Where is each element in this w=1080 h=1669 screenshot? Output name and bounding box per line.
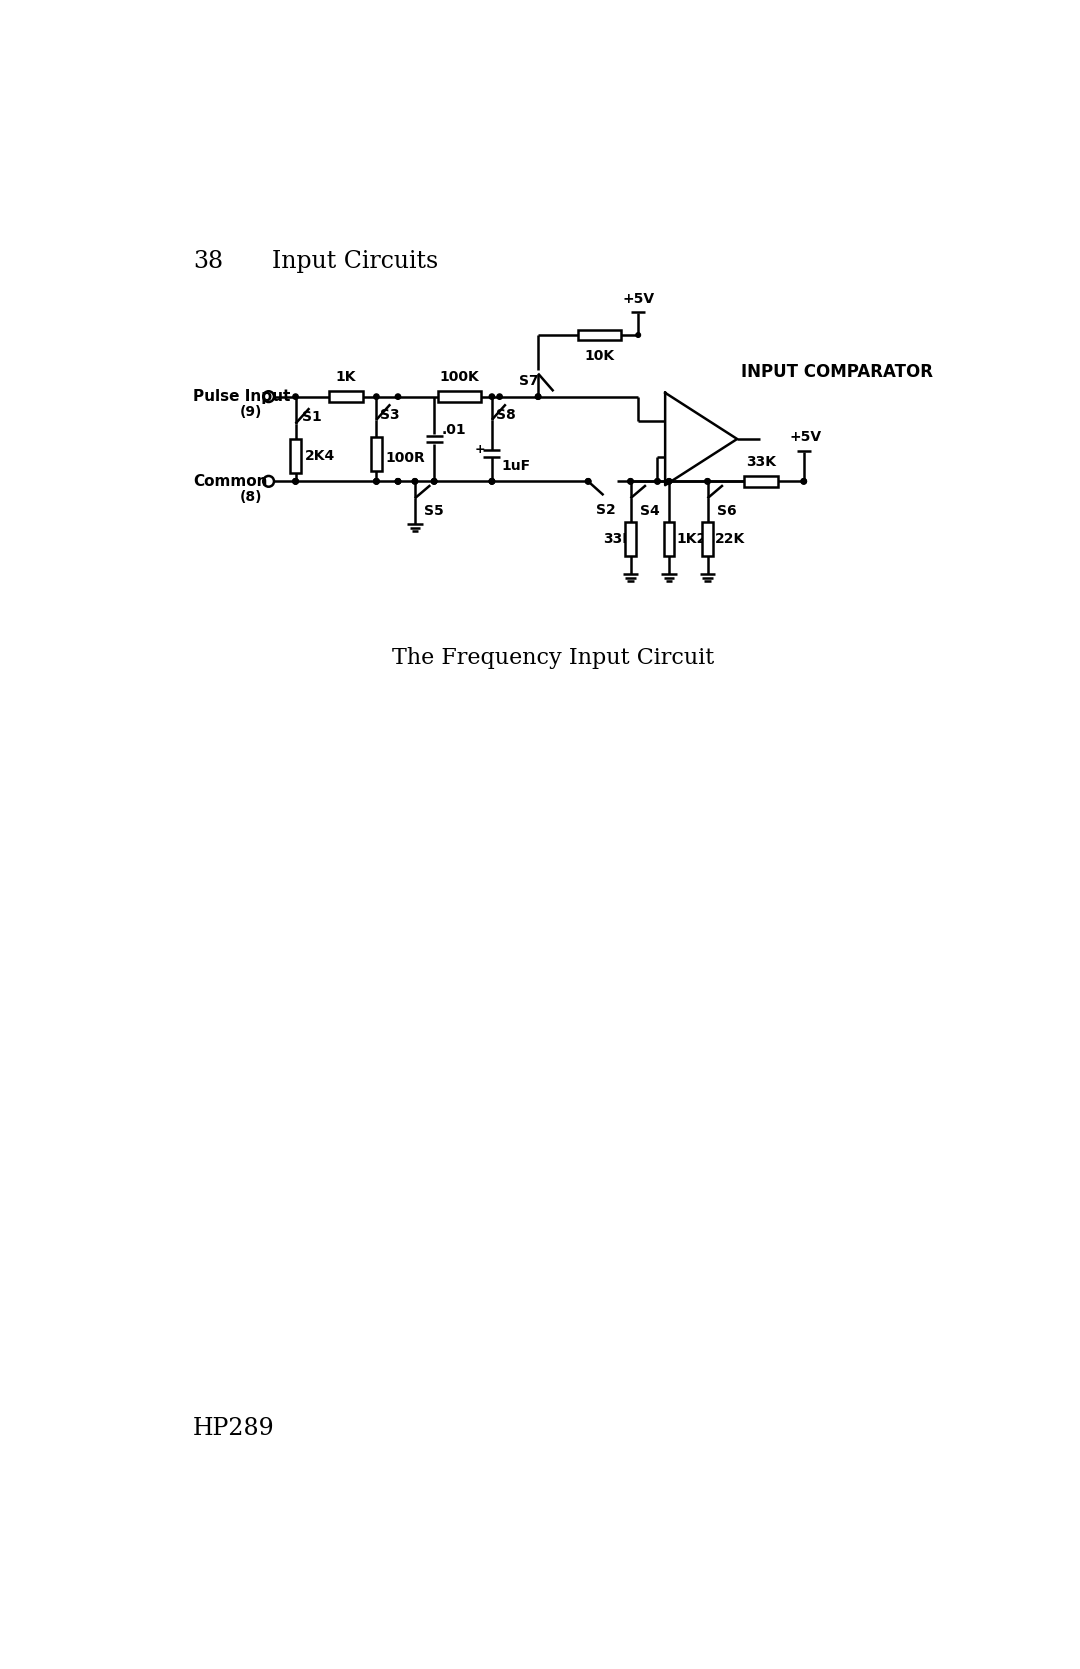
Bar: [702, 522, 713, 556]
Circle shape: [654, 479, 660, 484]
Bar: [438, 391, 481, 402]
Circle shape: [627, 479, 633, 484]
Circle shape: [666, 479, 672, 484]
Text: S5: S5: [424, 504, 444, 519]
Circle shape: [374, 394, 379, 399]
Circle shape: [636, 332, 640, 337]
Bar: [744, 476, 779, 487]
Text: S7: S7: [518, 374, 539, 389]
Text: S4: S4: [639, 504, 660, 519]
Text: 22K: 22K: [715, 532, 745, 546]
Text: INPUT COMPARATOR: INPUT COMPARATOR: [741, 364, 933, 381]
Circle shape: [413, 479, 418, 484]
Circle shape: [395, 479, 401, 484]
Polygon shape: [665, 392, 738, 486]
Text: +5V: +5V: [622, 292, 654, 305]
Bar: [372, 437, 382, 471]
Text: (9): (9): [240, 406, 262, 419]
Circle shape: [489, 479, 495, 484]
Text: S8: S8: [496, 409, 515, 422]
Text: The Frequency Input Circuit: The Frequency Input Circuit: [392, 648, 715, 669]
Text: 2K4: 2K4: [305, 449, 335, 464]
Bar: [578, 330, 621, 340]
Text: S6: S6: [717, 504, 737, 519]
Text: .01: .01: [442, 422, 467, 437]
Text: Common: Common: [193, 474, 268, 489]
Bar: [625, 522, 636, 556]
Circle shape: [489, 479, 495, 484]
Circle shape: [489, 394, 495, 399]
Text: +: +: [666, 414, 679, 429]
Circle shape: [801, 479, 807, 484]
Text: 100K: 100K: [440, 371, 480, 384]
Circle shape: [666, 479, 672, 484]
Circle shape: [497, 394, 502, 399]
Circle shape: [627, 479, 633, 484]
Circle shape: [585, 479, 591, 484]
Text: S2: S2: [596, 502, 616, 517]
Bar: [291, 439, 301, 474]
Circle shape: [395, 479, 401, 484]
Circle shape: [395, 394, 401, 399]
Circle shape: [705, 479, 711, 484]
Text: 33K: 33K: [604, 532, 634, 546]
Circle shape: [536, 394, 541, 399]
Text: Input Circuits: Input Circuits: [272, 250, 438, 274]
Text: (8): (8): [240, 489, 262, 504]
Text: 10K: 10K: [584, 349, 615, 362]
Bar: [328, 391, 363, 402]
Circle shape: [293, 479, 298, 484]
Text: +5V: +5V: [789, 431, 822, 444]
Text: 1K2: 1K2: [677, 532, 707, 546]
Circle shape: [431, 479, 436, 484]
Circle shape: [293, 479, 298, 484]
Circle shape: [801, 479, 807, 484]
Text: 33K: 33K: [746, 456, 777, 469]
Circle shape: [293, 394, 298, 399]
Circle shape: [431, 479, 436, 484]
Circle shape: [654, 479, 660, 484]
Circle shape: [431, 479, 436, 484]
Text: 1uF: 1uF: [502, 459, 531, 472]
Circle shape: [489, 479, 495, 484]
Text: Pulse Input: Pulse Input: [193, 389, 291, 404]
Text: +: +: [474, 444, 485, 456]
Text: 100R: 100R: [386, 451, 426, 466]
Text: -: -: [670, 447, 676, 466]
Circle shape: [395, 479, 401, 484]
Text: HP289: HP289: [193, 1417, 275, 1440]
Circle shape: [293, 479, 298, 484]
Bar: [663, 522, 674, 556]
Circle shape: [536, 394, 541, 399]
Circle shape: [413, 479, 418, 484]
Text: S3: S3: [380, 409, 400, 422]
Circle shape: [585, 479, 591, 484]
Text: 38: 38: [193, 250, 224, 274]
Circle shape: [374, 479, 379, 484]
Circle shape: [374, 479, 379, 484]
Circle shape: [705, 479, 711, 484]
Text: 1K: 1K: [336, 371, 355, 384]
Circle shape: [374, 479, 379, 484]
Text: S1: S1: [301, 411, 322, 424]
